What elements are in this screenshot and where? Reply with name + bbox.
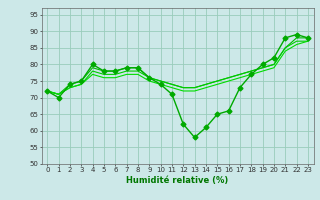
X-axis label: Humidité relative (%): Humidité relative (%) [126, 176, 229, 185]
